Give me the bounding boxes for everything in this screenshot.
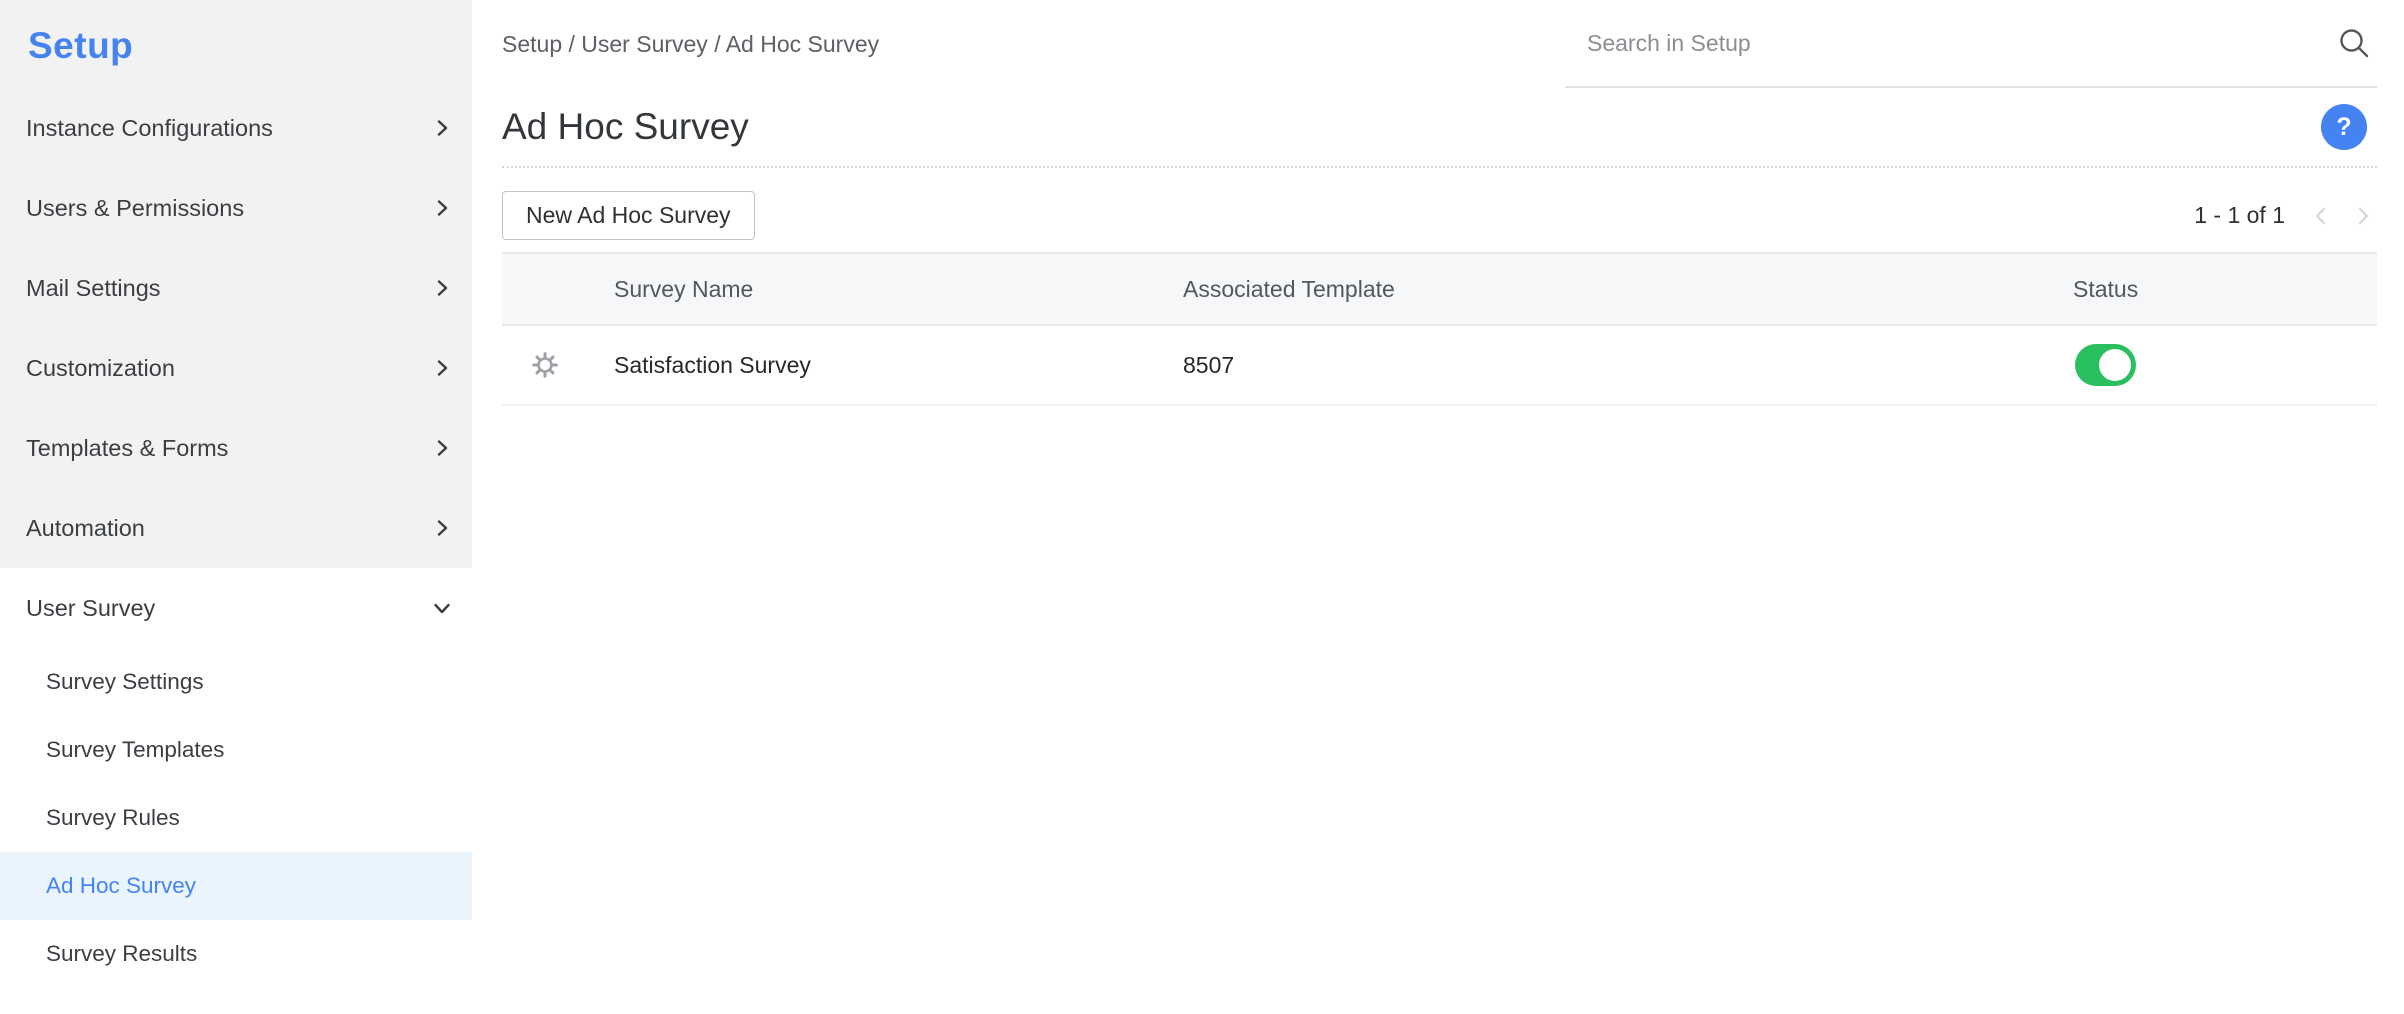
gear-icon[interactable]	[531, 351, 559, 379]
sidebar-item-instance-configurations[interactable]: Instance Configurations	[0, 88, 472, 168]
sidebar-item-label: Automation	[26, 514, 145, 541]
sidebar-item-survey-results[interactable]: Survey Results	[0, 920, 472, 988]
survey-name-cell[interactable]: Satisfaction Survey	[614, 351, 811, 378]
help-button[interactable]: ?	[2321, 104, 2367, 150]
chevron-right-icon	[437, 120, 448, 136]
pagination: 1 - 1 of 1	[2194, 202, 2377, 230]
sidebar-item-survey-rules[interactable]: Survey Rules	[0, 784, 472, 852]
sidebar-item-label: Mail Settings	[26, 274, 161, 301]
question-mark-icon: ?	[2336, 112, 2352, 141]
sidebar-item-ad-hoc-survey[interactable]: Ad Hoc Survey	[0, 852, 472, 920]
column-header-status: Status	[2073, 275, 2139, 302]
sidebar-item-label: Users & Permissions	[26, 194, 245, 221]
chevron-right-icon	[2358, 207, 2369, 224]
sidebar-item-label: Customization	[26, 354, 175, 381]
next-page-button[interactable]	[2349, 202, 2377, 230]
previous-page-button[interactable]	[2307, 202, 2335, 230]
sidebar-subitem-label: Ad Hoc Survey	[46, 873, 197, 898]
page-title: Ad Hoc Survey	[502, 106, 749, 147]
chevron-right-icon	[437, 360, 448, 376]
sidebar-item-survey-settings[interactable]: Survey Settings	[0, 648, 472, 716]
topbar: Setup / User Survey / Ad Hoc Survey	[502, 0, 2377, 88]
list-toolbar: New Ad Hoc Survey 1 - 1 of 1	[502, 191, 2377, 240]
chevron-right-icon	[437, 440, 448, 456]
pagination-range: 1 - 1 of 1	[2194, 202, 2285, 228]
sidebar-item-customization[interactable]: Customization	[0, 328, 472, 408]
new-ad-hoc-survey-button[interactable]: New Ad Hoc Survey	[502, 191, 755, 240]
titlebar: Ad Hoc Survey ?	[502, 88, 2377, 168]
sidebar-item-label: Instance Configurations	[26, 114, 273, 141]
sidebar-title: Setup	[28, 25, 134, 66]
search-icon[interactable]	[2337, 26, 2371, 60]
table-row: Satisfaction Survey 8507	[502, 326, 2377, 406]
chevron-down-icon	[434, 603, 450, 614]
search-input[interactable]	[1587, 29, 2337, 57]
sidebar-item-automation[interactable]: Automation	[0, 488, 472, 568]
sidebar-subitem-label: Survey Templates	[46, 737, 225, 762]
setup-search	[1565, 0, 2377, 88]
sidebar-item-label: User Survey	[26, 594, 156, 621]
sidebar-item-label: Templates & Forms	[26, 434, 229, 461]
sidebar-subitem-label: Survey Rules	[46, 805, 180, 830]
toggle-knob	[2099, 349, 2131, 381]
table-header: Survey Name Associated Template Status	[502, 252, 2377, 326]
sidebar-item-users-permissions[interactable]: Users & Permissions	[0, 168, 472, 248]
sidebar-subitem-label: Survey Settings	[46, 669, 204, 694]
sidebar-item-survey-templates[interactable]: Survey Templates	[0, 716, 472, 784]
sidebar-item-user-survey[interactable]: User Survey	[0, 568, 472, 648]
chevron-right-icon	[437, 280, 448, 296]
ad-hoc-survey-table: Survey Name Associated Template Status	[502, 252, 2377, 406]
column-header-survey-name: Survey Name	[614, 275, 754, 302]
setup-sidebar: Setup Instance Configurations Users & Pe…	[0, 0, 472, 1014]
status-toggle[interactable]	[2075, 344, 2136, 386]
associated-template-cell: 8507	[1183, 351, 1235, 378]
sidebar-item-templates-forms[interactable]: Templates & Forms	[0, 408, 472, 488]
chevron-left-icon	[2315, 207, 2326, 224]
column-header-associated-template: Associated Template	[1183, 275, 1395, 302]
chevron-right-icon	[437, 520, 448, 536]
sidebar-subitem-label: Survey Results	[46, 941, 198, 966]
breadcrumb[interactable]: Setup / User Survey / Ad Hoc Survey	[502, 30, 880, 57]
sidebar-item-mail-settings[interactable]: Mail Settings	[0, 248, 472, 328]
main-content: Setup / User Survey / Ad Hoc Survey Ad H…	[472, 0, 2404, 1014]
chevron-right-icon	[437, 200, 448, 216]
